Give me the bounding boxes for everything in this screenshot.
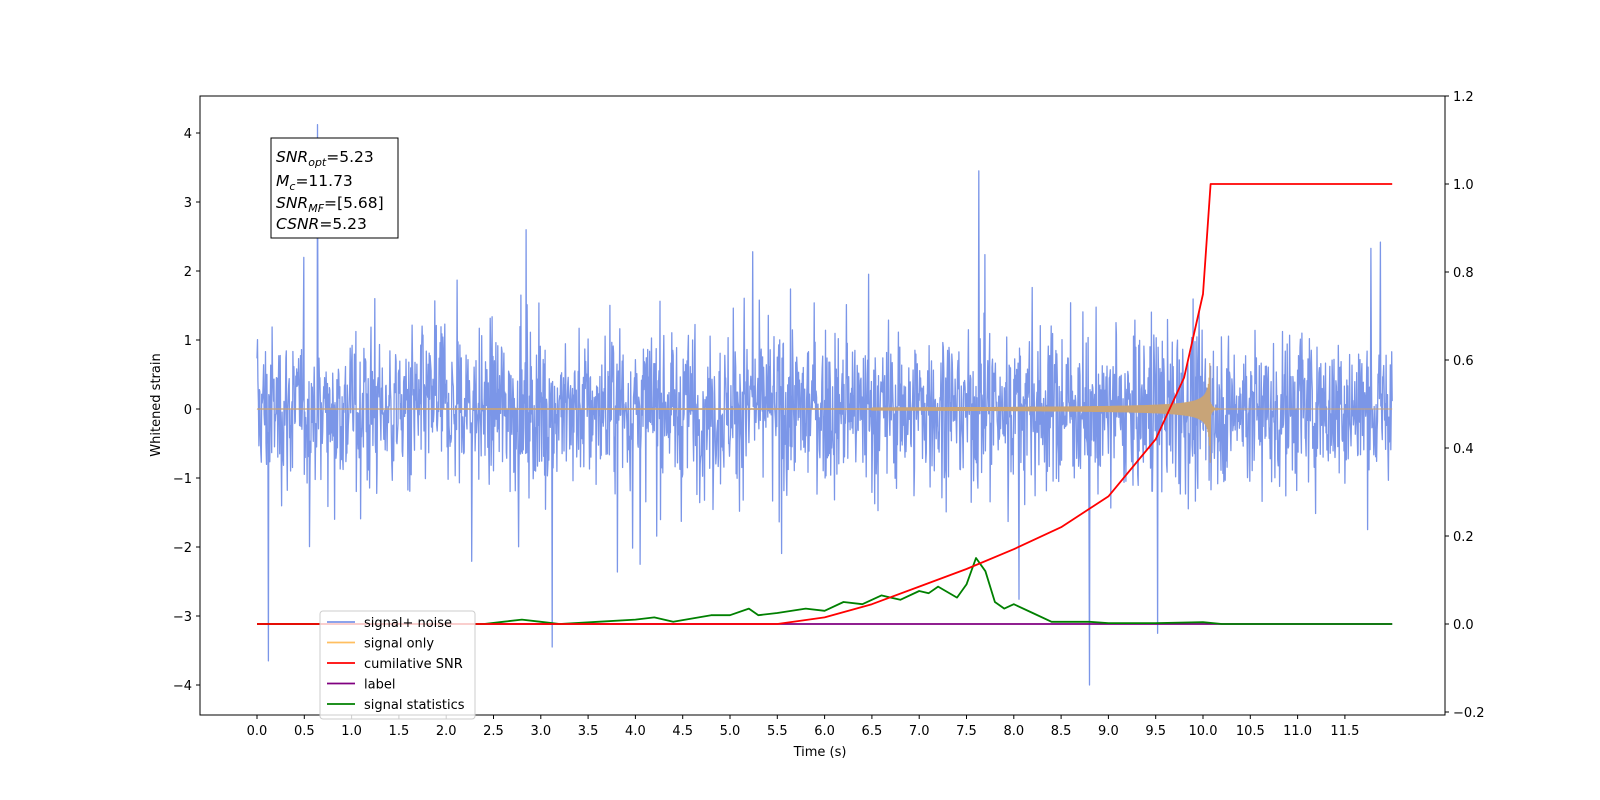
annotation-snr-opt: SNRopt=5.23: [276, 148, 374, 169]
x-tick-label: 3.5: [578, 724, 599, 739]
y2-tick-label: 0.2: [1453, 530, 1474, 545]
x-tick-label: 9.0: [1098, 724, 1119, 739]
y-tick-label: 2: [184, 265, 192, 280]
x-tick-label: 4.0: [625, 724, 646, 739]
x-tick-label: 9.5: [1145, 724, 1166, 739]
series-signal-statistics: [257, 557, 1393, 625]
x-tick-label: 8.5: [1051, 724, 1072, 739]
x-tick-label: 7.0: [909, 724, 930, 739]
series-signal-only: [256, 362, 1393, 463]
y2-tick-label: 0.8: [1453, 266, 1474, 281]
x-tick-label: 2.0: [436, 724, 457, 739]
x-axis-label: Time (s): [793, 745, 847, 760]
x-tick-label: 0.5: [294, 724, 315, 739]
y-tick-label: −1: [173, 472, 192, 487]
x-tick-label: 5.0: [720, 724, 741, 739]
annotation-csnr: CSNR=5.23: [276, 215, 367, 233]
legend-label: signal statistics: [364, 698, 465, 713]
x-tick-label: 2.5: [483, 724, 504, 739]
y-tick-label: 4: [184, 127, 192, 142]
x-tick-label: 6.0: [814, 724, 835, 739]
y2-tick-label: 0.6: [1453, 354, 1474, 369]
plot-frame: [199, 95, 1446, 716]
x-tick-label: 10.5: [1236, 724, 1265, 739]
legend-frame: [319, 610, 476, 720]
y-axis-right: 1.2 1.0 0.8 0.6 0.4 0.2 0.0 −0.2: [1445, 90, 1485, 721]
annotation-mc: Mc=11.73: [276, 172, 353, 193]
y-tick-label: 1: [184, 334, 192, 349]
x-tick-label: 4.5: [672, 724, 693, 739]
stats-annotation-box: SNRopt=5.23 Mc=11.73 SNRMF=[5.68] CSNR=5…: [270, 137, 399, 239]
x-tick-label: 1.5: [389, 724, 410, 739]
series-signal-noise: [256, 124, 1393, 686]
x-tick-label: 11.0: [1283, 724, 1312, 739]
annotation-frame: [270, 137, 399, 239]
legend-label: signal+ noise: [364, 616, 452, 631]
y2-tick-label: 0.0: [1453, 618, 1474, 633]
y2-tick-label: 1.0: [1453, 178, 1474, 193]
legend-label: cumilative SNR: [364, 657, 463, 672]
y-tick-label: 0: [184, 403, 192, 418]
y-tick-label: −2: [173, 541, 192, 556]
series-layer: [256, 124, 1393, 686]
x-axis: 0.0 0.5 1.0 1.5 2.0 2.5 3.0 3.5 4.0 4.5 5.0 5.5 6.0 6…: [247, 715, 1359, 739]
x-tick-label: 6.5: [862, 724, 883, 739]
y2-tick-label: −0.2: [1453, 706, 1485, 721]
y2-tick-label: 0.4: [1453, 442, 1474, 457]
y-axis-left: 4 3 2 1 0 −1 −2 −3 −4: [173, 127, 200, 694]
x-tick-label: 10.0: [1189, 724, 1218, 739]
y-axis-label: Whitened strain: [149, 353, 164, 456]
x-tick-label: 8.0: [1003, 724, 1024, 739]
x-tick-label: 3.0: [530, 724, 551, 739]
x-tick-label: 7.5: [956, 724, 977, 739]
legend: signal+ noise signal only cumilative SNR la…: [319, 610, 476, 720]
y2-tick-label: 1.2: [1453, 90, 1474, 105]
x-tick-label: 5.5: [767, 724, 788, 739]
series-cumulative-snr: [257, 183, 1393, 625]
legend-label: label: [364, 678, 395, 693]
x-tick-label: 11.5: [1330, 724, 1359, 739]
y-tick-label: 3: [184, 196, 192, 211]
x-tick-label: 0.0: [247, 724, 268, 739]
annotation-snr-mf: SNRMF=[5.68]: [276, 194, 384, 215]
x-tick-label: 1.0: [341, 724, 362, 739]
y-tick-label: −3: [173, 610, 192, 625]
y-tick-label: −4: [173, 679, 192, 694]
legend-label: signal only: [364, 637, 434, 652]
